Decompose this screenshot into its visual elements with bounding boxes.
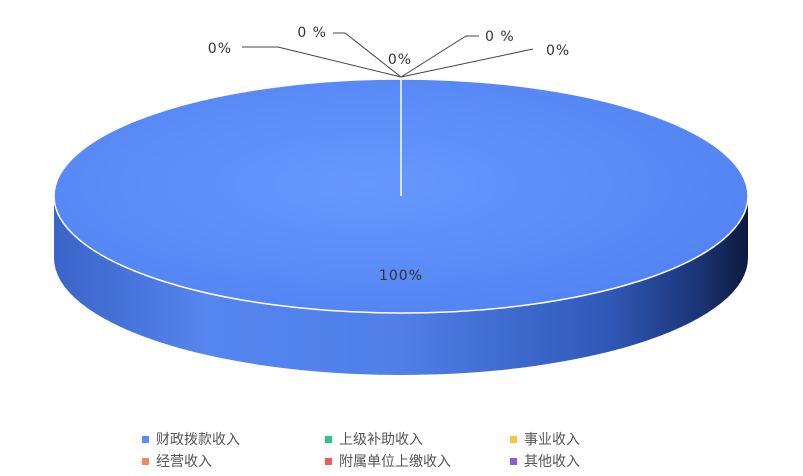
legend-label: 附属单位上缴收入 xyxy=(339,454,451,470)
pie-side-wall xyxy=(54,196,748,375)
leader-line xyxy=(400,48,534,78)
legend-item: 事业收入 xyxy=(510,432,580,448)
leader-line xyxy=(242,46,402,78)
legend-item: 财政拨款收入 xyxy=(142,432,240,448)
legend-swatch xyxy=(325,458,332,465)
slice-label-zero: 0% xyxy=(546,43,570,59)
leader-line xyxy=(400,35,479,78)
legend-label: 经营收入 xyxy=(156,454,212,470)
slice-label-zero: 0 % xyxy=(297,25,327,41)
legend-item: 上级补助收入 xyxy=(325,432,423,448)
slice-label-main: 100% xyxy=(379,268,423,284)
slice-label-zero: 0% xyxy=(208,41,232,57)
legend-swatch xyxy=(325,436,332,443)
legend-item: 经营收入 xyxy=(142,454,212,470)
legend-swatch xyxy=(510,436,517,443)
leader-lines xyxy=(242,32,534,78)
legend-item: 附属单位上缴收入 xyxy=(325,454,451,470)
legend-swatch xyxy=(142,458,149,465)
legend-item: 其他收入 xyxy=(510,454,580,470)
legend-swatch xyxy=(510,458,517,465)
legend-label: 事业收入 xyxy=(524,432,580,448)
legend-label: 上级补助收入 xyxy=(339,432,423,448)
legend-label: 其他收入 xyxy=(524,454,580,470)
legend-swatch xyxy=(142,436,149,443)
legend-label: 财政拨款收入 xyxy=(156,432,240,448)
slice-label-zero: 0 % xyxy=(485,29,515,45)
slice-label-zero: 0% xyxy=(388,52,412,68)
pie-top-layer xyxy=(53,78,749,314)
slice-labels: 100% 0% 0 % 0% 0 % 0% xyxy=(208,25,570,284)
pie-side-layer xyxy=(54,196,748,375)
leader-line xyxy=(333,32,402,78)
